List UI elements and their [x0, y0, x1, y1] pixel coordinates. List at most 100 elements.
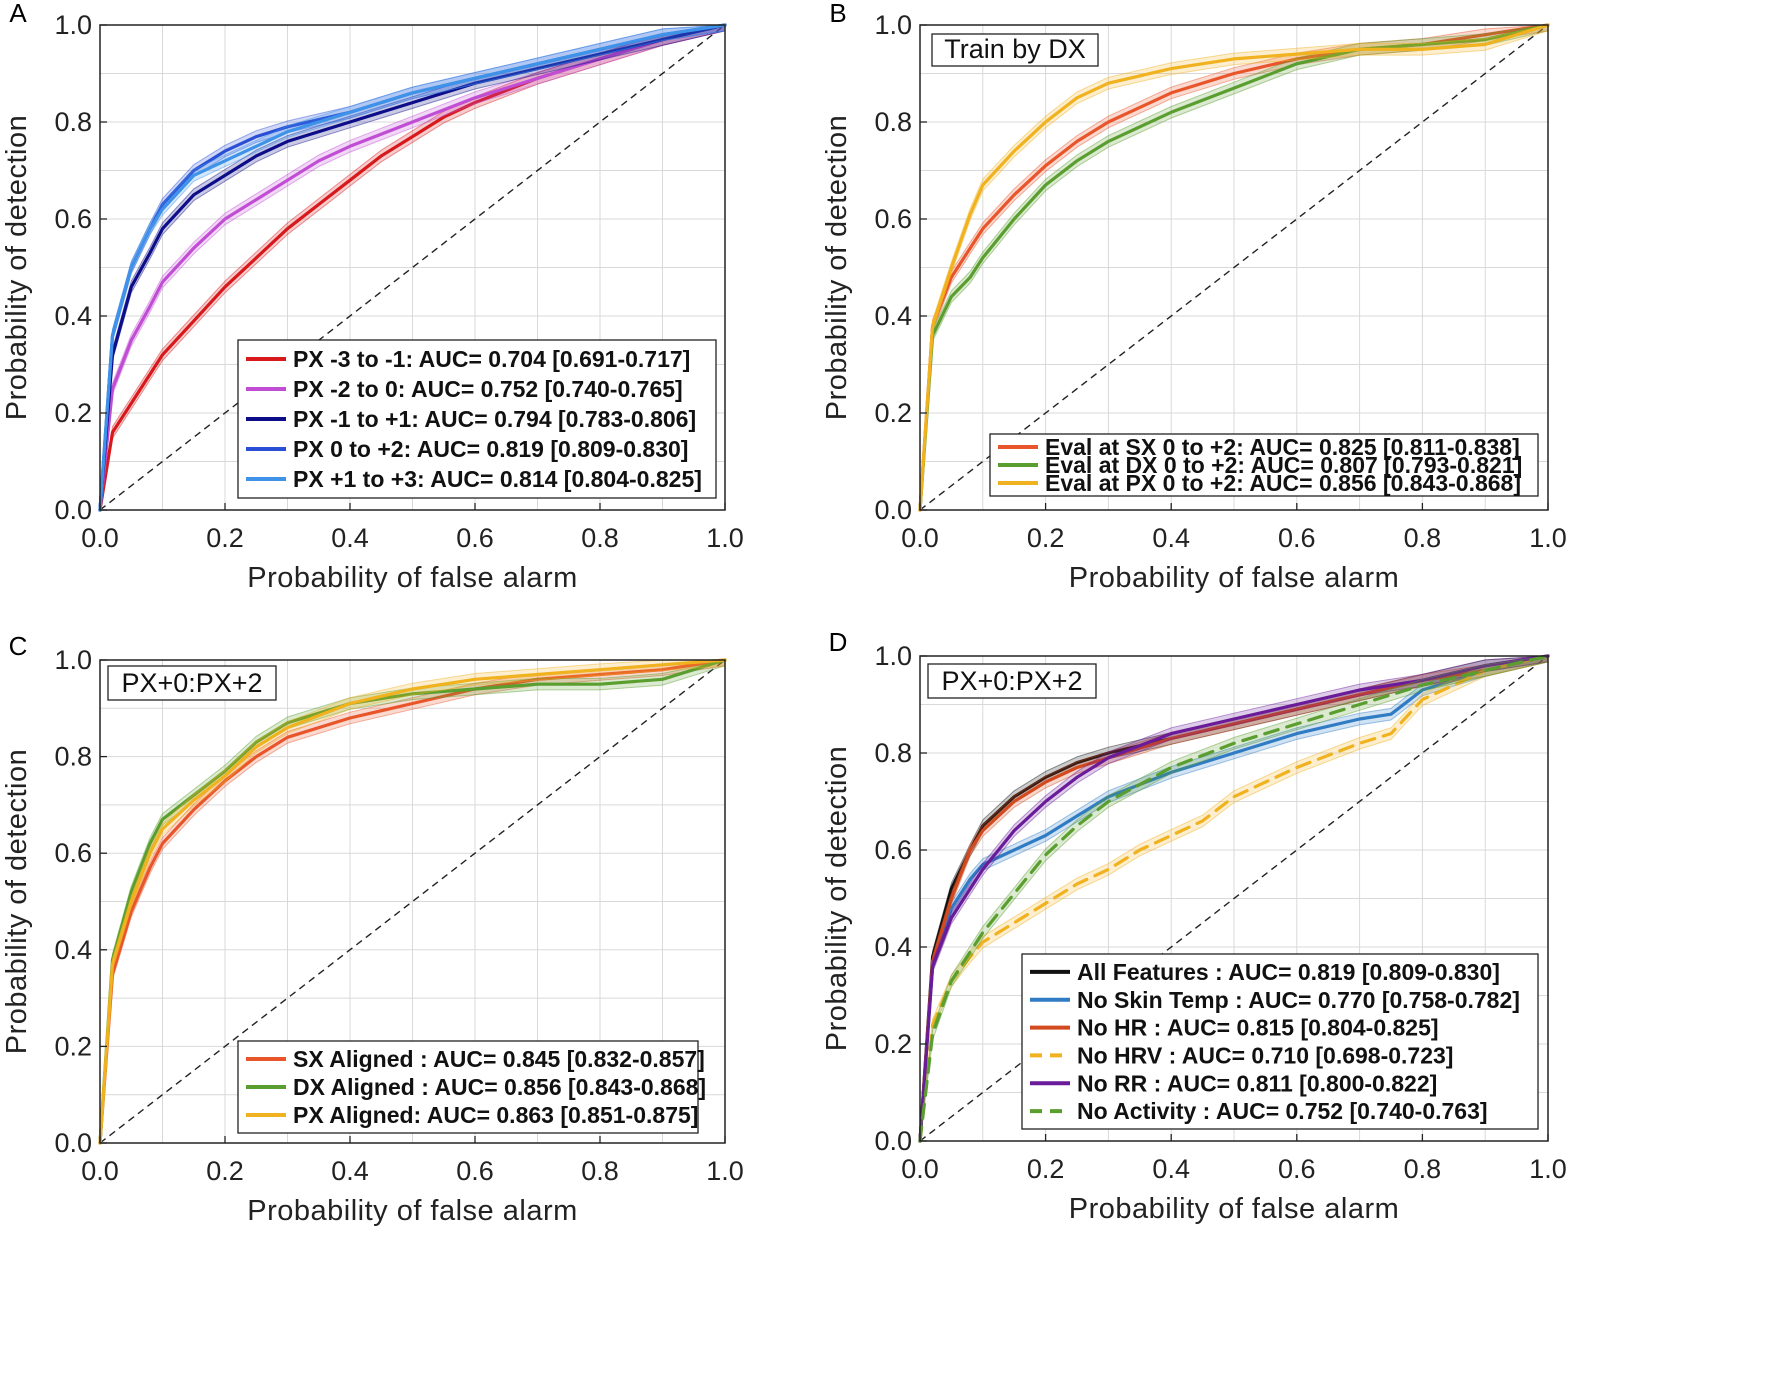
roc-curve — [918, 654, 1550, 1143]
annotation-text: Train by DX — [944, 34, 1086, 64]
y-tick-label: 0.4 — [54, 301, 92, 331]
grid — [920, 25, 1548, 510]
x-tick-label: 1.0 — [1529, 523, 1567, 553]
y-tick-label: 0.2 — [54, 398, 92, 428]
y-tick-label: 0.0 — [54, 1128, 92, 1158]
y-tick-label: 0.0 — [54, 495, 92, 525]
y-tick-label: 0.6 — [54, 838, 92, 868]
roc-curve — [918, 23, 1550, 512]
x-axis-label: Probability of false alarm — [1069, 1193, 1400, 1225]
x-tick-label: 1.0 — [706, 523, 744, 553]
legend-entry: No Skin Temp : AUC= 0.770 [0.758-0.782] — [1077, 987, 1520, 1013]
y-tick-label: 0.2 — [874, 398, 912, 428]
x-tick-label: 0.2 — [206, 523, 244, 553]
x-tick-label: 0.6 — [1278, 523, 1316, 553]
annotation-box: Train by DX — [931, 33, 1099, 67]
y-tick-label: 1.0 — [874, 641, 912, 671]
x-axis-label: Probability of false alarm — [247, 1195, 578, 1227]
y-tick-label: 0.6 — [874, 204, 912, 234]
legend-entry: No RR : AUC= 0.811 [0.800-0.822] — [1077, 1070, 1437, 1096]
legend: Eval at SX 0 to +2: AUC= 0.825 [0.811-0.… — [989, 433, 1539, 497]
legend-entry: SX Aligned : AUC= 0.845 [0.832-0.857] — [293, 1046, 705, 1072]
y-tick-label: 0.8 — [874, 107, 912, 137]
panel-letter: A — [9, 0, 27, 28]
roc-curve — [98, 658, 727, 1145]
y-tick-label: 0.0 — [874, 1126, 912, 1156]
y-tick-label: 1.0 — [54, 645, 92, 675]
y-tick-label: 0.4 — [874, 301, 912, 331]
legend: All Features : AUC= 0.819 [0.809-0.830]N… — [1021, 953, 1539, 1130]
legend-entry: Eval at PX 0 to +2: AUC= 0.856 [0.843-0.… — [1045, 470, 1521, 496]
x-tick-label: 0.6 — [456, 1156, 494, 1186]
annotation-box: PX+0:PX+2 — [107, 665, 277, 701]
y-tick-label: 0.6 — [54, 204, 92, 234]
x-axis-label: Probability of false alarm — [1069, 562, 1400, 594]
legend-entry: PX -2 to 0: AUC= 0.752 [0.740-0.765] — [293, 376, 683, 402]
y-tick-label: 0.6 — [874, 835, 912, 865]
x-tick-label: 0.4 — [331, 523, 369, 553]
legend-entry: No Activity : AUC= 0.752 [0.740-0.763] — [1077, 1098, 1488, 1124]
chance-diagonal — [919, 24, 1549, 511]
roc-curve — [918, 654, 1550, 1143]
x-tick-label: 0.8 — [581, 523, 619, 553]
legend-entry: Eval at SX 0 to +2: AUC= 0.825 [0.811-0.… — [1045, 434, 1520, 460]
x-tick-label: 0.6 — [456, 523, 494, 553]
y-axis-label: Probability of detection — [1, 749, 33, 1054]
panel-d: D 0.0 0.2 0.4 0.6 0.8 1.0 0.0 0.2 0.4 0.6 0.8 1.0 Pro… — [821, 627, 1567, 1225]
roc-curve — [98, 658, 727, 1145]
roc-curve — [98, 23, 727, 512]
roc-curve — [918, 23, 1550, 512]
x-tick-label: 0.8 — [581, 1156, 619, 1186]
roc-curve — [98, 658, 727, 1145]
panel-c: C 0.0 0.2 0.4 0.6 0.8 1.0 0.0 0.2 0.4 0.6 0.8 1.0 Pro… — [1, 631, 744, 1227]
annotation-box: PX+0:PX+2 — [927, 663, 1097, 699]
legend: SX Aligned : AUC= 0.845 [0.832-0.857]DX … — [237, 1040, 706, 1134]
legend-entry: PX +1 to +3: AUC= 0.814 [0.804-0.825] — [293, 466, 702, 492]
x-tick-label: 0.0 — [81, 1156, 119, 1186]
x-tick-label: 0.0 — [901, 523, 939, 553]
legend-frame — [237, 1040, 699, 1134]
legend: PX -3 to -1: AUC= 0.704 [0.691-0.717] PX … — [237, 339, 717, 499]
y-tick-label: 0.8 — [54, 107, 92, 137]
roc-curve — [918, 654, 1550, 1143]
panel-letter: C — [9, 631, 28, 661]
roc-curve — [918, 654, 1550, 1143]
x-tick-label: 1.0 — [706, 1156, 744, 1186]
x-tick-label: 1.0 — [1529, 1154, 1567, 1184]
panel-letter: D — [829, 627, 848, 657]
legend-frame — [1021, 953, 1539, 1130]
annotation-text: PX+0:PX+2 — [941, 666, 1082, 696]
x-tick-label: 0.8 — [1404, 1154, 1442, 1184]
x-tick-label: 0.0 — [81, 523, 119, 553]
panel-b: B 0.0 0.2 0.4 0.6 0.8 1.0 0.0 0.2 0.4 0.6 0.8 1.0 Pro… — [821, 0, 1567, 594]
y-tick-label: 0.4 — [874, 932, 912, 962]
y-tick-label: 0.8 — [874, 738, 912, 768]
x-axis-label: Probability of false alarm — [247, 562, 578, 594]
x-tick-label: 0.4 — [1152, 1154, 1190, 1184]
x-tick-label: 0.0 — [901, 1154, 939, 1184]
y-tick-label: 1.0 — [874, 10, 912, 40]
legend-entry: DX Aligned : AUC= 0.856 [0.843-0.868] — [293, 1074, 706, 1100]
legend-entry: Eval at DX 0 to +2: AUC= 0.807 [0.793-0.… — [1045, 452, 1522, 478]
y-axis-label: Probability of detection — [821, 746, 853, 1051]
x-tick-label: 0.2 — [206, 1156, 244, 1186]
y-tick-label: 0.2 — [874, 1029, 912, 1059]
roc-curve — [98, 23, 727, 512]
y-tick-label: 1.0 — [54, 10, 92, 40]
y-axis-label: Probability of detection — [821, 115, 853, 420]
legend-entry: PX 0 to +2: AUC= 0.819 [0.809-0.830] — [293, 436, 688, 462]
roc-curve — [98, 23, 727, 512]
y-tick-label: 0.0 — [874, 495, 912, 525]
annotation-frame — [107, 665, 277, 701]
y-axis-label: Probability of detection — [1, 115, 33, 420]
axes-frame — [99, 659, 726, 1144]
axes-frame — [919, 24, 1549, 511]
x-tick-label: 0.6 — [1278, 1154, 1316, 1184]
x-tick-label: 0.4 — [1152, 523, 1190, 553]
legend-entry: PX Aligned: AUC= 0.863 [0.851-0.875] — [293, 1102, 698, 1128]
x-tick-label: 0.2 — [1027, 1154, 1065, 1184]
annotation-frame — [927, 663, 1097, 699]
legend-entry: PX -1 to +1: AUC= 0.794 [0.783-0.806] — [293, 406, 696, 432]
x-tick-label: 0.4 — [331, 1156, 369, 1186]
y-tick-label: 0.4 — [54, 935, 92, 965]
